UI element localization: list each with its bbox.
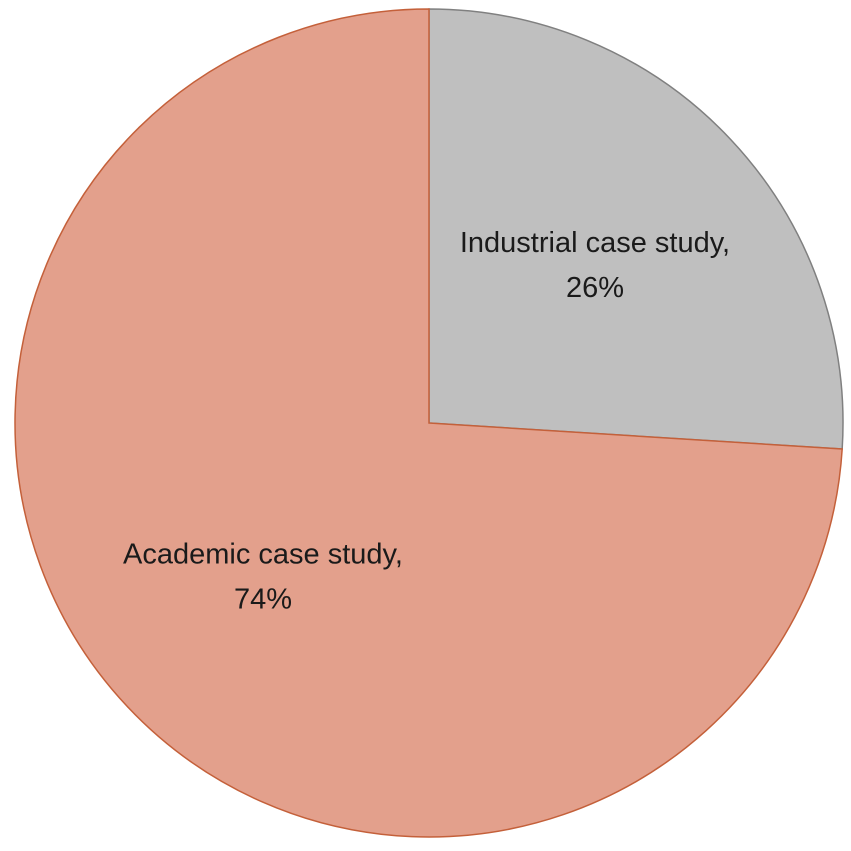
pie-slice xyxy=(428,8,844,450)
slice-label: Academic case study, xyxy=(123,539,403,571)
value-label: 26% xyxy=(566,272,624,304)
pie-slice xyxy=(14,8,843,838)
value-label: 74% xyxy=(234,584,292,616)
slice-label: Industrial case study, xyxy=(460,227,730,259)
